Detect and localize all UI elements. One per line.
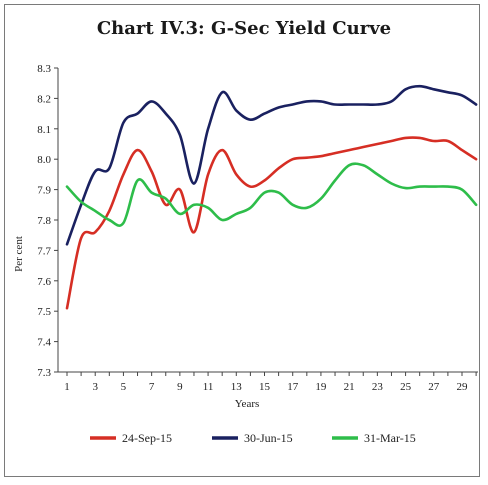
y-tick-label: 7.7 (37, 245, 51, 257)
series-line-2 (65, 162, 478, 227)
y-tick-label: 7.8 (37, 215, 51, 227)
x-tick-label: 9 (177, 381, 183, 393)
x-tick-label: 23 (372, 381, 384, 393)
series-line-1 (65, 84, 478, 246)
y-tick-label: 8.0 (37, 154, 51, 166)
y-tick-label: 8.1 (37, 124, 51, 136)
y-tick-label: 7.6 (37, 276, 51, 288)
x-axis-label: Years (235, 398, 260, 410)
y-tick-label: 7.3 (37, 367, 51, 379)
y-tick-label: 7.4 (37, 337, 51, 349)
legend-label-2: 31-Mar-15 (364, 431, 416, 445)
chart-legend: 24-Sep-15 30-Jun-15 31-Mar-15 (90, 431, 416, 445)
y-tick-label: 7.5 (37, 306, 51, 318)
y-tick-label: 8.3 (37, 63, 51, 75)
x-tick-label: 13 (231, 381, 243, 393)
x-tick-label: 21 (344, 381, 355, 393)
x-tick-label: 7 (149, 381, 155, 393)
chart-title: Chart IV.3: G-Sec Yield Curve (96, 18, 392, 39)
x-tick-label: 29 (457, 381, 469, 393)
y-axis-label: Per cent (13, 236, 25, 272)
legend-label-0: 24-Sep-15 (122, 431, 172, 445)
series-line-0 (65, 136, 478, 310)
x-tick-label: 15 (259, 381, 271, 393)
x-tick-label: 19 (315, 381, 327, 393)
x-tick-label: 1 (64, 381, 70, 393)
x-tick-label: 27 (428, 381, 440, 393)
x-tick-label: 11 (203, 381, 214, 393)
y-tick-label: 7.9 (37, 185, 51, 197)
x-tick-label: 25 (400, 381, 412, 393)
x-tick-label: 3 (92, 381, 98, 393)
legend-label-1: 30-Jun-15 (244, 431, 293, 445)
y-tick-label: 8.2 (37, 93, 51, 105)
chart-lines (65, 84, 478, 310)
x-tick-label: 5 (121, 381, 127, 393)
chart-frame (4, 4, 480, 477)
chart-axes: 7.37.47.57.67.77.87.98.08.18.28.31 3 5 7 9 11… (37, 63, 478, 393)
x-tick-label: 17 (287, 381, 299, 393)
